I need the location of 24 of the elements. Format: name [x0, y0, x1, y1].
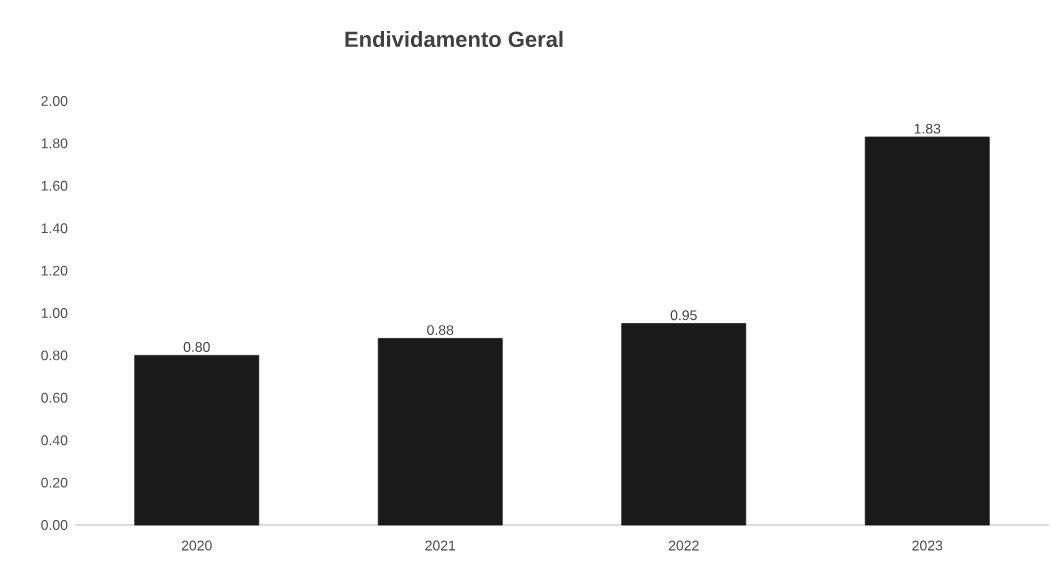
bar	[377, 338, 503, 526]
x-tick-label: 2023	[912, 540, 943, 551]
data-label: 0.88	[427, 325, 454, 336]
y-tick-label: 0.20	[41, 477, 68, 488]
y-tick-label: 0.80	[41, 350, 68, 361]
y-tick-label: 1.20	[41, 265, 68, 276]
y-tick-label: 1.40	[41, 223, 68, 234]
x-tick-label: 2021	[425, 540, 456, 551]
y-tick-label: 0.40	[41, 435, 68, 446]
data-label: 1.83	[914, 123, 941, 134]
y-tick-label: 0.60	[41, 392, 68, 403]
y-tick-label: 0.00	[41, 520, 68, 530]
y-tick-label: 1.60	[41, 180, 68, 191]
bar	[134, 355, 260, 526]
y-tick-label: 2.00	[41, 96, 68, 106]
bar	[621, 323, 747, 526]
bar	[864, 136, 990, 526]
y-tick-label: 1.80	[41, 138, 68, 149]
x-tick-label: 2022	[668, 540, 699, 551]
y-tick-label: 1.00	[41, 308, 68, 318]
data-label: 0.80	[183, 342, 210, 352]
data-label: 0.95	[670, 310, 697, 321]
x-tick-label: 2020	[181, 540, 212, 551]
chart-title: Endividamento Geral	[345, 30, 563, 48]
